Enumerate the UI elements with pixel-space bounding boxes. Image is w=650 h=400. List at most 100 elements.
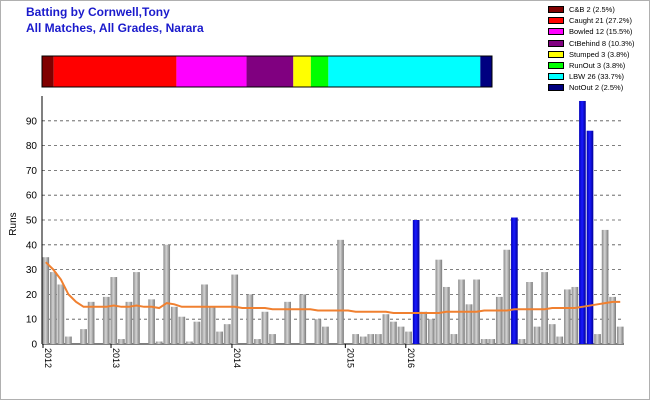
year-label: 2014 bbox=[232, 348, 242, 368]
legend-label: CtBehind 8 (10.3%) bbox=[569, 38, 635, 48]
year-label: 2012 bbox=[43, 348, 53, 368]
year-label: 2016 bbox=[406, 348, 416, 368]
innings-bar bbox=[284, 301, 291, 344]
innings-bar bbox=[178, 316, 186, 344]
chart-title: Batting by Cornwell,Tony bbox=[26, 5, 170, 19]
innings-bar bbox=[435, 259, 443, 344]
innings-bar bbox=[556, 336, 564, 344]
legend-label: RunOut 3 (3.8%) bbox=[569, 61, 626, 71]
not-out-bar bbox=[586, 130, 594, 344]
innings-bar bbox=[125, 301, 133, 344]
innings-bar bbox=[367, 334, 375, 344]
innings-bar bbox=[420, 311, 428, 344]
innings-bar bbox=[541, 272, 548, 344]
legend-swatch bbox=[548, 6, 564, 14]
not-out-bar bbox=[511, 217, 518, 344]
innings-bar bbox=[148, 299, 155, 344]
legend-label: NotOut 2 (2.5%) bbox=[569, 83, 624, 93]
legend-swatch bbox=[548, 84, 564, 92]
innings-bar bbox=[261, 311, 269, 344]
innings-bar bbox=[65, 336, 72, 344]
innings-bar bbox=[390, 321, 397, 344]
dismissal-segment-caught bbox=[53, 56, 177, 87]
innings-bar bbox=[201, 284, 208, 344]
innings-bar bbox=[533, 326, 541, 344]
innings-bar bbox=[118, 339, 125, 344]
innings-bar bbox=[337, 239, 344, 344]
innings-bar bbox=[163, 244, 171, 344]
y-tick-label: 20 bbox=[26, 290, 38, 301]
innings-bar bbox=[216, 331, 223, 344]
innings-bar bbox=[465, 304, 473, 344]
innings-bar bbox=[170, 306, 178, 344]
legend-item-stumped: Stumped 3 (3.8%) bbox=[548, 49, 634, 60]
dismissal-segment-notout bbox=[480, 56, 492, 87]
y-tick-label: 60 bbox=[26, 191, 38, 202]
innings-bar bbox=[609, 296, 616, 344]
legend-swatch bbox=[548, 39, 564, 47]
legend-item-cnb: C&B 2 (2.5%) bbox=[548, 4, 634, 15]
dismissal-segment-stumped bbox=[293, 56, 311, 87]
innings-bar bbox=[480, 339, 488, 344]
y-tick-label: 0 bbox=[31, 340, 37, 351]
legend-item-caught: Caught 21 (27.2%) bbox=[548, 15, 634, 26]
innings-bar bbox=[594, 334, 601, 344]
innings-bar bbox=[269, 334, 276, 344]
y-tick-label: 10 bbox=[26, 315, 38, 326]
year-label: 2013 bbox=[111, 348, 121, 368]
innings-bar bbox=[322, 326, 329, 344]
legend-swatch bbox=[548, 50, 564, 58]
legend-label: LBW 26 (33.7%) bbox=[569, 72, 625, 82]
innings-bar bbox=[571, 286, 579, 344]
legend: C&B 2 (2.5%) Caught 21 (27.2%) Bowled 12… bbox=[548, 4, 634, 94]
innings-bar bbox=[42, 257, 50, 344]
dismissal-segment-cb bbox=[42, 56, 54, 87]
innings-bar bbox=[223, 324, 231, 344]
innings-bar bbox=[488, 339, 496, 344]
y-tick-label: 30 bbox=[26, 265, 38, 276]
y-axis-label: Runs bbox=[8, 212, 19, 235]
innings-bar bbox=[518, 339, 526, 344]
legend-item-runout: RunOut 3 (3.8%) bbox=[548, 60, 634, 71]
chart-subtitle: All Matches, All Grades, Narara bbox=[26, 21, 204, 35]
y-tick-label: 70 bbox=[26, 166, 38, 177]
innings-bar bbox=[133, 272, 140, 344]
innings-bar bbox=[563, 289, 571, 344]
innings-bar bbox=[208, 306, 216, 344]
legend-label: Caught 21 (27.2%) bbox=[569, 16, 632, 26]
not-out-bar bbox=[412, 220, 420, 344]
innings-bar bbox=[80, 329, 87, 344]
legend-swatch bbox=[548, 62, 564, 70]
legend-label: Stumped 3 (3.8%) bbox=[569, 49, 630, 59]
innings-bar bbox=[443, 286, 450, 344]
year-label: 2015 bbox=[345, 348, 355, 368]
y-tick-label: 80 bbox=[26, 141, 38, 152]
y-tick-label: 50 bbox=[26, 216, 38, 227]
y-tick-label: 90 bbox=[26, 116, 38, 127]
y-tick-label: 40 bbox=[26, 240, 38, 251]
innings-bar bbox=[193, 321, 201, 344]
innings-bar bbox=[155, 341, 163, 344]
legend-label: Bowled 12 (15.5%) bbox=[569, 27, 633, 37]
innings-bar bbox=[246, 294, 254, 344]
innings-bar bbox=[87, 301, 95, 344]
innings-bar bbox=[57, 284, 65, 344]
innings-bar bbox=[405, 331, 412, 344]
innings-bar bbox=[601, 229, 609, 344]
innings-bar bbox=[231, 274, 239, 344]
legend-swatch bbox=[548, 28, 564, 36]
innings-bar bbox=[352, 334, 360, 344]
innings-bar bbox=[299, 294, 307, 344]
not-out-bar bbox=[579, 100, 586, 345]
innings-bar bbox=[616, 326, 624, 344]
legend-item-lbw: LBW 26 (33.7%) bbox=[548, 71, 634, 82]
innings-bar bbox=[359, 336, 367, 344]
innings-bar bbox=[110, 277, 118, 344]
legend-label: C&B 2 (2.5%) bbox=[569, 5, 615, 15]
innings-bar bbox=[382, 314, 390, 344]
dismissal-segment-runout bbox=[310, 56, 329, 87]
innings-bar bbox=[254, 339, 261, 344]
dismissal-strip-border bbox=[41, 55, 493, 88]
innings-bar bbox=[503, 249, 511, 344]
innings-bar bbox=[102, 296, 110, 344]
